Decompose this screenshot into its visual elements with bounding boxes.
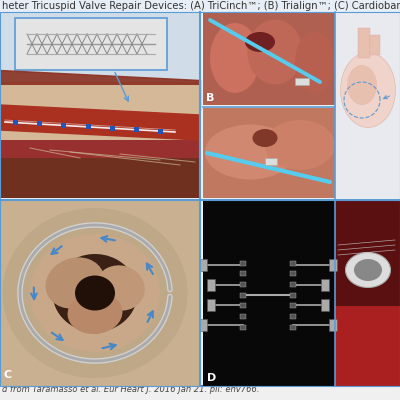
Bar (290, 271, 296, 276)
Text: B: B (206, 93, 214, 103)
Ellipse shape (210, 23, 260, 93)
Ellipse shape (30, 234, 160, 352)
Bar (199, 319, 207, 331)
Ellipse shape (95, 265, 145, 311)
Bar (290, 292, 296, 298)
Bar (321, 279, 329, 291)
Bar (240, 324, 246, 330)
Ellipse shape (68, 292, 122, 334)
Bar (0, 128, 200, 158)
Ellipse shape (347, 65, 377, 105)
Ellipse shape (346, 252, 390, 288)
Bar (335, 200, 400, 386)
Bar (203, 12, 335, 105)
Text: heter Tricuspid Valve Repair Devices: (A) TriCinch™; (B) Trialign™; (C) Cardioba: heter Tricuspid Valve Repair Devices: (A… (2, 1, 400, 11)
Bar (37, 122, 42, 126)
Bar (199, 259, 207, 271)
Bar (61, 123, 66, 128)
Bar (295, 78, 309, 85)
Bar (290, 260, 296, 266)
Bar (0, 85, 200, 140)
Ellipse shape (340, 52, 396, 128)
Ellipse shape (265, 120, 335, 170)
Ellipse shape (205, 124, 295, 180)
Ellipse shape (248, 20, 302, 84)
Ellipse shape (2, 208, 188, 378)
Bar (134, 127, 139, 132)
Ellipse shape (46, 257, 104, 309)
Ellipse shape (354, 259, 382, 281)
Bar (265, 158, 277, 165)
Bar (335, 12, 400, 198)
Ellipse shape (75, 276, 115, 310)
Ellipse shape (52, 254, 138, 332)
Bar (110, 126, 115, 131)
Ellipse shape (252, 129, 278, 147)
Ellipse shape (295, 32, 335, 92)
Bar (0, 0, 400, 12)
Text: d from Taramasso et al. Eur Heart J. 2016 Jan 21. pii: ehv766.: d from Taramasso et al. Eur Heart J. 201… (2, 385, 260, 394)
Bar (370, 35, 380, 55)
Polygon shape (0, 105, 200, 140)
Bar (329, 319, 337, 331)
Bar (0, 200, 200, 386)
Bar (290, 303, 296, 308)
Bar (240, 314, 246, 319)
Bar (0, 82, 200, 150)
Bar (290, 282, 296, 287)
Bar (329, 259, 337, 271)
Bar (158, 129, 163, 134)
Text: C: C (4, 370, 12, 380)
Bar (0, 12, 200, 90)
Ellipse shape (245, 32, 275, 52)
Bar (290, 324, 296, 330)
FancyArrowPatch shape (115, 72, 128, 101)
Bar (240, 282, 246, 287)
Bar (335, 306, 400, 386)
Text: D: D (207, 373, 216, 383)
Bar (321, 299, 329, 311)
Bar (0, 138, 200, 198)
Bar (290, 314, 296, 319)
Bar (13, 120, 18, 125)
Bar (240, 292, 246, 298)
Bar (358, 28, 370, 58)
Bar (15, 18, 167, 70)
Bar (203, 200, 335, 386)
Bar (207, 279, 215, 291)
Bar (203, 108, 335, 198)
Bar (86, 124, 90, 129)
Bar (207, 299, 215, 311)
Bar (240, 303, 246, 308)
Bar (240, 260, 246, 266)
Bar (240, 271, 246, 276)
